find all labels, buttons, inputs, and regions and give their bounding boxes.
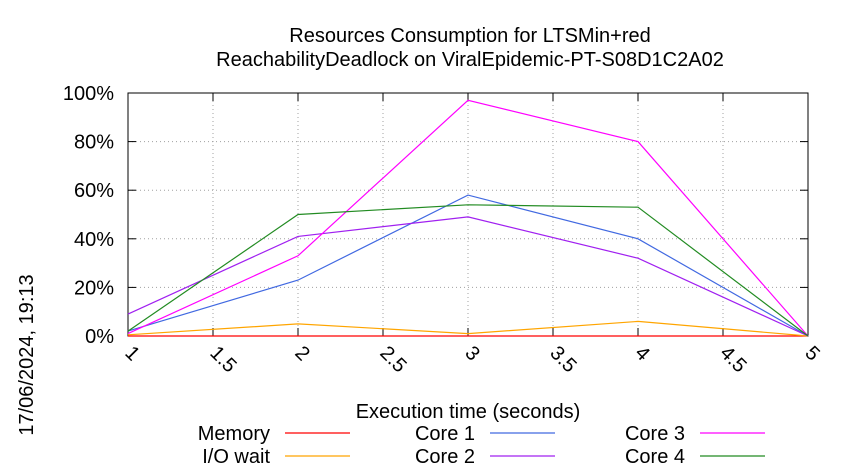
grid [127,92,809,337]
x-tick-label: 2.5 [375,342,410,377]
x-tick-label: 4.5 [715,342,750,377]
x-tick-label: 4 [630,342,653,365]
series-line-i-o-wait [127,320,809,337]
chart-subtitle: ReachabilityDeadlock on ViralEpidemic-PT… [216,49,724,71]
x-tick-label: 1 [120,342,143,365]
y-tick-label: 40% [74,229,114,251]
series-line-core-2 [127,216,809,337]
x-axis-label: Execution time (seconds) [356,401,581,423]
legend-label-core-4: Core 4 [625,446,685,468]
x-tick-label: 1.5 [205,342,240,377]
x-tick-labels: 1 1.5 2 2.5 3 3.5 4 4.5 5 [120,342,823,377]
x-tick-label: 2 [290,342,313,365]
series-lines [127,99,809,337]
y-tick-label: 0% [85,326,114,348]
series-line-core-4 [127,204,809,337]
legend-label-memory: Memory [198,423,270,445]
legend-label-i-o-wait: I/O wait [202,446,270,468]
y-tick-label: 60% [74,180,114,202]
y-tick-label: 80% [74,132,114,154]
series-line-core-1 [127,194,809,337]
y-tick-label: 100% [63,83,114,105]
x-tick-label: 3.5 [545,342,580,377]
x-tick-label: 3 [460,342,483,365]
legend-label-core-3: Core 3 [625,423,685,445]
y-tick-label: 20% [74,277,114,299]
chart-title: Resources Consumption for LTSMin+red [289,25,650,47]
series-line-core-3 [127,99,809,337]
timestamp-label: 17/06/2024, 19:13 [16,274,38,435]
legend-label-core-1: Core 1 [415,423,475,445]
x-tick-label: 5 [800,342,823,365]
y-tick-labels: 0% 20% 40% 60% 80% 100% [63,83,114,348]
legend-label-core-2: Core 2 [415,446,475,468]
